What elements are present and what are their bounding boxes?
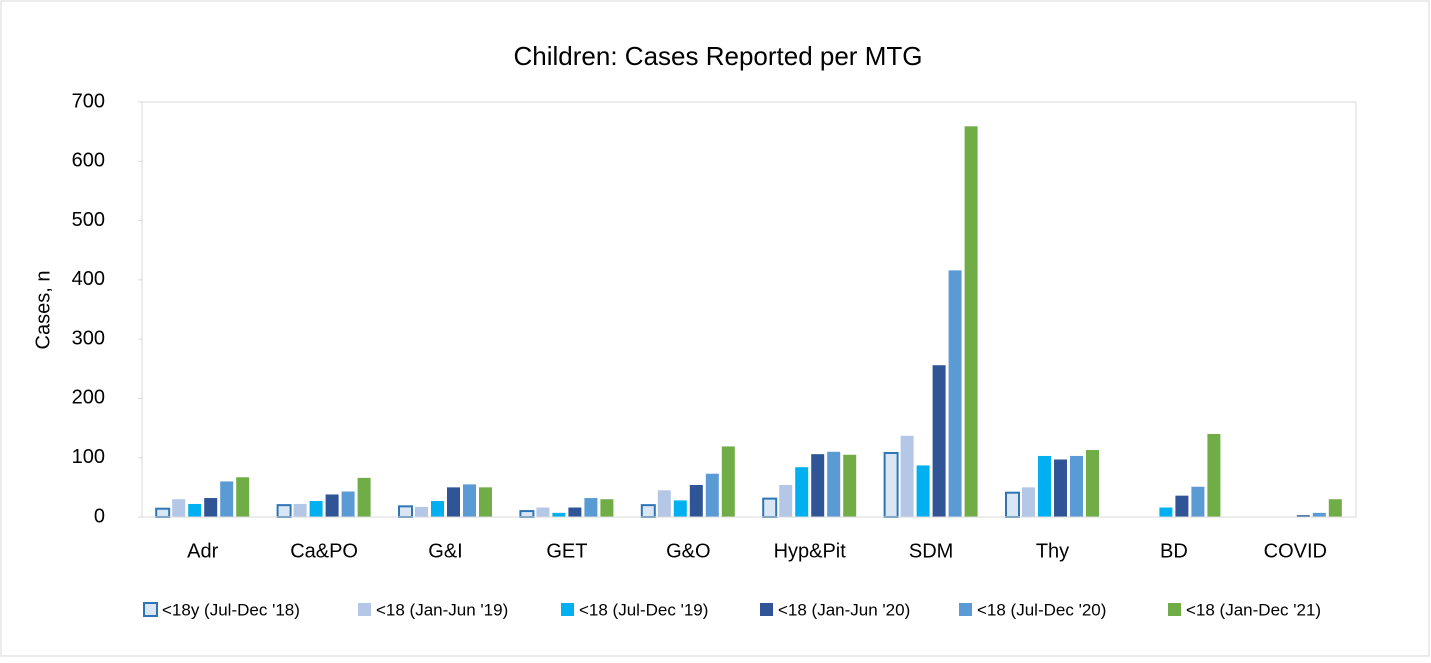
bar: [536, 507, 550, 517]
bar: [447, 487, 460, 517]
bar: [1005, 491, 1020, 519]
bar: [236, 477, 250, 517]
bar: [463, 484, 476, 517]
x-tick-label: Thy: [1036, 540, 1069, 562]
x-tick-label: SDM: [909, 540, 953, 562]
bar: [1022, 487, 1035, 517]
bar: [398, 505, 413, 519]
y-tick-label: 500: [72, 209, 105, 231]
bar: [1159, 507, 1173, 517]
y-tick-label: 600: [72, 150, 105, 172]
bar: [479, 487, 492, 517]
y-tick-label: 400: [72, 268, 105, 290]
y-tick-label: 700: [72, 90, 105, 112]
legend-label: <18 (Jul-Dec '19): [579, 600, 708, 619]
bar: [431, 500, 444, 517]
bar: [415, 506, 428, 517]
bar: [827, 451, 841, 517]
bar: [204, 498, 218, 517]
bar: [357, 477, 371, 517]
bar: [1312, 512, 1326, 517]
legend-label: <18 (Jan-Dec '21): [1186, 600, 1321, 619]
x-tick-label: Ca&PO: [290, 540, 358, 562]
bar: [552, 512, 566, 517]
legend-marker: [143, 602, 158, 617]
bar: [843, 454, 857, 517]
bar: [673, 500, 687, 517]
bar: [948, 270, 962, 517]
bar: [883, 451, 899, 519]
bar: [584, 498, 598, 517]
y-tick-label: 0: [94, 505, 105, 527]
x-tick-label: BD: [1160, 540, 1188, 562]
bar: [932, 365, 946, 517]
bar: [293, 503, 307, 517]
bar: [1038, 455, 1051, 517]
bar: [1054, 459, 1067, 517]
legend-marker: [358, 603, 371, 616]
bar: [705, 473, 719, 517]
bar: [188, 503, 202, 517]
bar: [779, 484, 793, 517]
bar: [1207, 434, 1221, 517]
x-tick-label: G&O: [666, 540, 710, 562]
bar: [1296, 515, 1310, 517]
bar: [640, 504, 656, 518]
x-tick-label: GET: [546, 540, 587, 562]
bar: [1070, 455, 1083, 517]
bar: [341, 491, 355, 517]
bar: [689, 484, 703, 517]
bar: [762, 497, 778, 518]
bar: [172, 499, 186, 517]
bar: [721, 446, 735, 517]
legend-label: <18 (Jul-Dec '20): [977, 600, 1106, 619]
bar: [657, 490, 671, 517]
y-axis-title: Cases, n: [32, 271, 54, 350]
legend-marker: [760, 603, 773, 616]
bar: [600, 499, 614, 517]
bar: [325, 494, 339, 517]
chart-title: Children: Cases Reported per MTG: [514, 41, 923, 71]
y-tick-label: 200: [72, 387, 105, 409]
bar: [568, 507, 582, 517]
legend-label: <18y (Jul-Dec '18): [162, 600, 300, 619]
bar: [1191, 486, 1205, 517]
bar: [964, 126, 978, 518]
bar: [519, 510, 535, 519]
legend-marker: [1168, 603, 1181, 616]
x-tick-label: G&I: [428, 540, 462, 562]
legend-marker: [561, 603, 574, 616]
x-tick-label: COVID: [1264, 540, 1327, 562]
bar: [155, 507, 171, 519]
bar: [1175, 495, 1189, 517]
bar: [795, 467, 809, 517]
bar: [900, 435, 914, 517]
bar: [309, 500, 323, 517]
y-tick-label: 100: [72, 446, 105, 468]
bar: [220, 481, 234, 517]
bar: [276, 504, 292, 518]
x-tick-label: Adr: [187, 540, 218, 562]
legend-marker: [959, 603, 972, 616]
legend-label: <18 (Jan-Jun '20): [778, 600, 910, 619]
legend-label: <18 (Jan-Jun '19): [376, 600, 508, 619]
bar: [916, 465, 930, 517]
bar: [1086, 450, 1099, 517]
y-tick-label: 300: [72, 327, 105, 349]
bar: [811, 454, 825, 517]
x-tick-label: Hyp&Pit: [774, 540, 847, 562]
bar: [1328, 499, 1342, 517]
